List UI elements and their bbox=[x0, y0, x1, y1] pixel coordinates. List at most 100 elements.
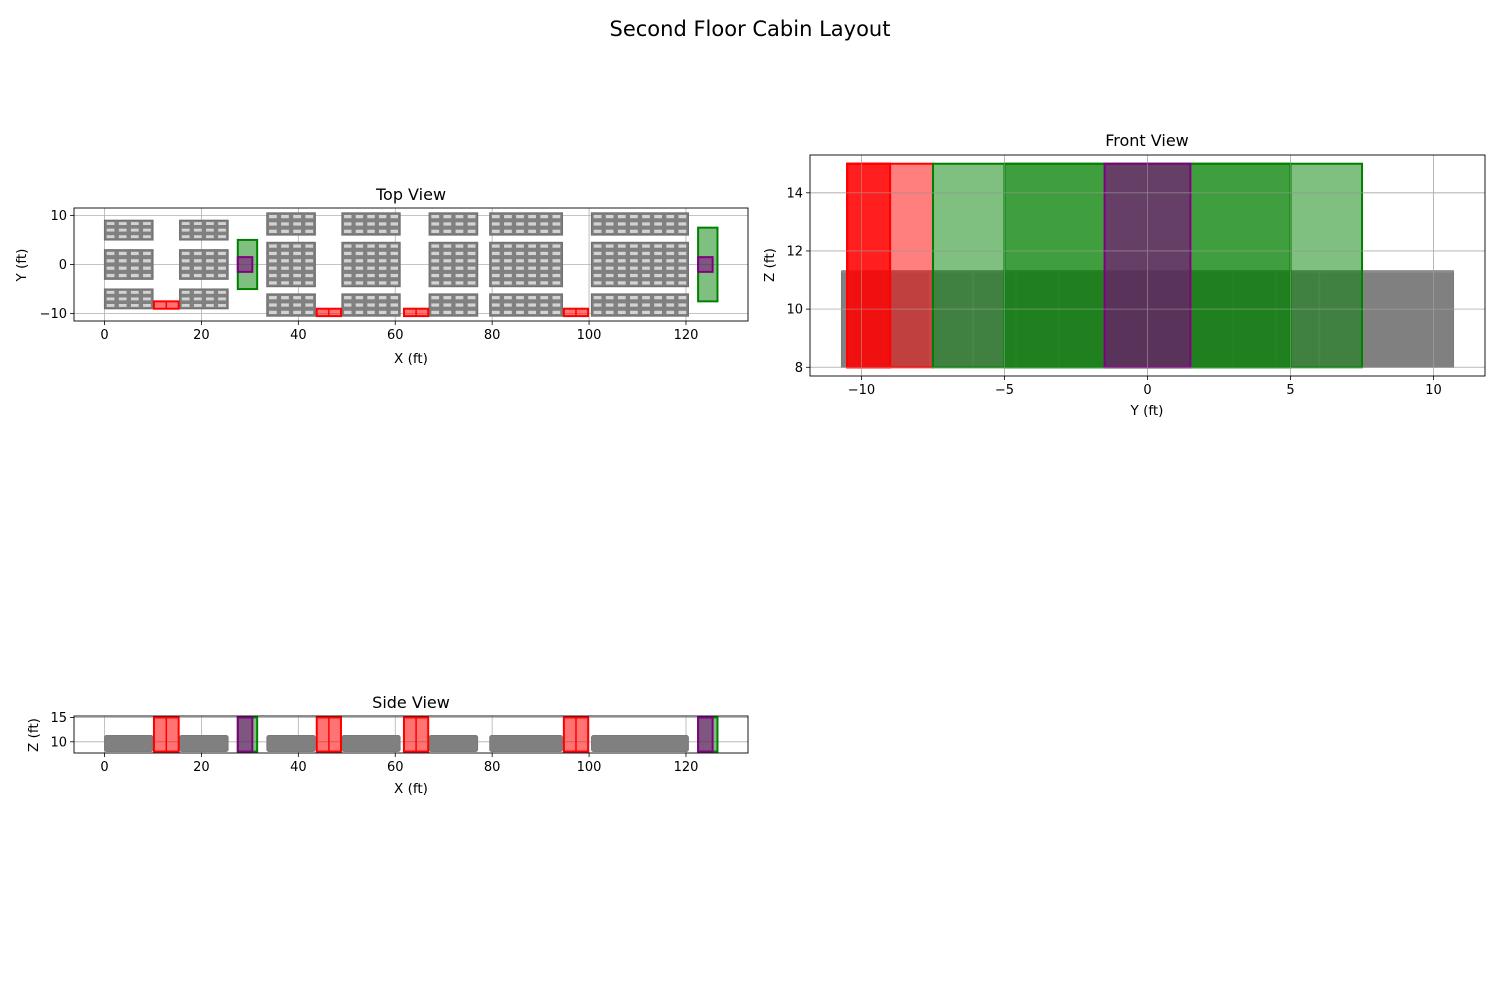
top-seat bbox=[431, 310, 440, 315]
top-seat bbox=[378, 214, 387, 219]
top-seat bbox=[143, 266, 151, 270]
top-seat bbox=[143, 228, 151, 232]
top-seat bbox=[293, 229, 302, 233]
top-seat bbox=[630, 222, 638, 226]
top-seat bbox=[431, 281, 440, 285]
top-seat bbox=[654, 296, 662, 300]
top-seat bbox=[390, 222, 399, 226]
top-seat bbox=[367, 251, 375, 256]
top-seat bbox=[193, 273, 202, 278]
top-seat bbox=[642, 222, 650, 226]
top-seat bbox=[344, 281, 352, 285]
top-seat bbox=[281, 251, 289, 256]
top-seat bbox=[654, 259, 662, 263]
top-seat bbox=[344, 266, 352, 270]
top-seat bbox=[605, 222, 614, 226]
top-seat bbox=[355, 244, 364, 248]
top-seat bbox=[431, 266, 440, 270]
top-seat bbox=[678, 259, 687, 263]
top-seat bbox=[390, 281, 399, 285]
top-seat bbox=[269, 303, 277, 307]
top-seat bbox=[355, 273, 364, 278]
top-seat bbox=[193, 304, 202, 307]
top-seat bbox=[390, 303, 399, 307]
top-seat bbox=[390, 214, 399, 219]
top-seat bbox=[666, 281, 675, 285]
top-seat bbox=[540, 244, 549, 248]
top-seat bbox=[467, 244, 476, 248]
top-seat-block bbox=[489, 293, 564, 317]
top-seat bbox=[344, 251, 352, 256]
top-seat bbox=[293, 273, 302, 278]
top-seat bbox=[516, 281, 524, 285]
top-seat bbox=[281, 303, 289, 307]
top-seat bbox=[269, 222, 277, 226]
top-seat bbox=[540, 214, 549, 219]
top-seat bbox=[504, 281, 512, 285]
top-seat bbox=[528, 244, 537, 248]
top-seat bbox=[540, 222, 549, 226]
top-seat bbox=[617, 266, 626, 270]
top-seat bbox=[617, 251, 626, 256]
top-seat bbox=[344, 303, 352, 307]
top-seat bbox=[218, 297, 226, 301]
top-seat bbox=[467, 229, 476, 233]
top-seat bbox=[540, 296, 549, 300]
top-seat bbox=[305, 273, 314, 278]
top-seat bbox=[666, 310, 675, 315]
top-seat bbox=[528, 214, 537, 219]
top-seat bbox=[281, 229, 289, 233]
top-seat bbox=[293, 266, 302, 270]
top-seat bbox=[344, 244, 352, 248]
top-seat bbox=[617, 229, 626, 233]
top-seat bbox=[181, 228, 190, 232]
top-seat bbox=[378, 229, 387, 233]
top-seat bbox=[491, 214, 500, 219]
top-seat bbox=[378, 266, 387, 270]
top-xtick-label: 40 bbox=[290, 328, 307, 343]
top-seat bbox=[106, 290, 115, 294]
top-seat bbox=[218, 251, 226, 256]
top-seat bbox=[193, 290, 202, 294]
top-seat bbox=[642, 229, 650, 233]
top-seat bbox=[367, 266, 375, 270]
top-seat bbox=[355, 310, 364, 315]
top-seat bbox=[678, 244, 687, 248]
top-seat bbox=[378, 222, 387, 226]
side-xtick-label: 20 bbox=[193, 760, 210, 775]
front-ytick-label: 14 bbox=[786, 186, 803, 201]
top-seat bbox=[378, 259, 387, 263]
top-seat bbox=[305, 303, 314, 307]
top-seat bbox=[390, 259, 399, 263]
top-seat bbox=[378, 281, 387, 285]
top-seat bbox=[390, 273, 399, 278]
top-seat bbox=[390, 296, 399, 300]
top-seat bbox=[390, 244, 399, 248]
top-seat bbox=[269, 251, 277, 256]
top-seat bbox=[281, 222, 289, 226]
top-seat bbox=[605, 259, 614, 263]
side-plot-area bbox=[104, 716, 719, 753]
top-seat bbox=[678, 222, 687, 226]
top-seat bbox=[269, 214, 277, 219]
top-seat bbox=[528, 259, 537, 263]
top-seat bbox=[118, 228, 127, 232]
side-stairs bbox=[236, 716, 254, 753]
top-seat bbox=[467, 251, 476, 256]
top-seat bbox=[218, 235, 226, 239]
top-seat bbox=[455, 244, 464, 248]
top-seat bbox=[605, 281, 614, 285]
top-seat bbox=[181, 273, 190, 278]
top-seat bbox=[181, 304, 190, 307]
top-seat-block bbox=[590, 212, 690, 236]
top-seat bbox=[344, 310, 352, 315]
top-seat bbox=[281, 259, 289, 263]
top-seat bbox=[528, 273, 537, 278]
top-seat bbox=[630, 266, 638, 270]
top-seat bbox=[390, 310, 399, 315]
top-seat bbox=[206, 259, 214, 263]
top-seat bbox=[654, 244, 662, 248]
top-stairs bbox=[697, 256, 714, 273]
top-seat bbox=[281, 296, 289, 300]
